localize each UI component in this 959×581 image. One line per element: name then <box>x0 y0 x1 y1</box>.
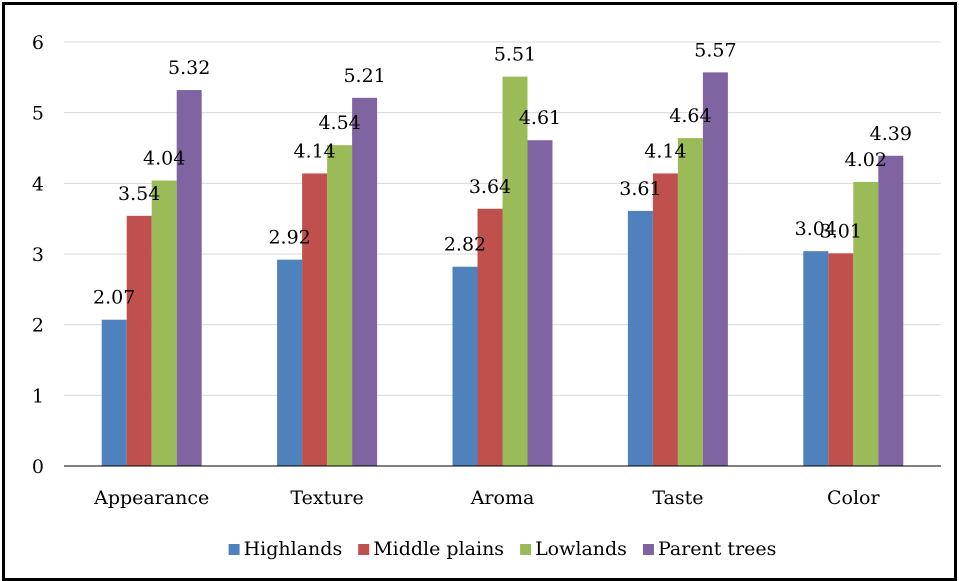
data-label: 3.61 <box>619 178 661 200</box>
data-label: 4.02 <box>845 149 887 171</box>
data-label: 3.64 <box>469 176 511 198</box>
data-label: 2.82 <box>444 234 486 256</box>
y-tick-label: 5 <box>32 103 44 125</box>
legend-swatch <box>520 544 532 555</box>
bar <box>101 319 127 466</box>
bar <box>677 138 703 466</box>
data-label: 3.54 <box>118 183 160 205</box>
y-tick-label: 2 <box>32 315 44 337</box>
data-label: 4.64 <box>669 105 711 127</box>
data-label: 4.39 <box>870 123 912 145</box>
bar <box>652 173 678 466</box>
data-label: 4.61 <box>519 107 561 129</box>
bar <box>828 253 854 466</box>
data-label: 5.57 <box>694 39 736 61</box>
bar <box>352 97 378 467</box>
bar <box>126 215 152 466</box>
y-tick-label: 4 <box>32 173 44 195</box>
legend-swatch <box>642 544 654 555</box>
legend-label: Lowlands <box>535 538 627 560</box>
legend-label: Highlands <box>244 538 343 560</box>
y-axis-ticks: 0 1 2 3 4 5 6 <box>32 32 44 478</box>
x-tick-label: Aroma <box>470 487 535 509</box>
bar <box>502 76 528 467</box>
x-tick-label: Taste <box>652 487 703 509</box>
bar <box>302 173 328 466</box>
bar <box>151 180 177 467</box>
data-label: 4.14 <box>644 140 686 162</box>
data-label: 5.21 <box>343 65 385 87</box>
y-tick-label: 3 <box>32 244 44 266</box>
legend-swatch <box>228 544 240 555</box>
bar <box>878 155 904 467</box>
legend-swatch <box>358 544 370 555</box>
x-tick-label: Color <box>827 487 880 509</box>
data-label: 3.01 <box>820 220 862 242</box>
y-tick-label: 6 <box>32 32 44 54</box>
data-label: 2.07 <box>93 287 135 309</box>
x-tick-label: Texture <box>290 487 363 509</box>
bar <box>702 72 728 467</box>
y-tick-label: 0 <box>32 456 44 478</box>
y-tick-label: 1 <box>32 385 44 407</box>
data-label: 4.04 <box>143 148 185 170</box>
bar <box>627 210 653 466</box>
legend: Highlands Middle plains Lowlands Parent tre… <box>228 538 776 560</box>
data-label: 5.51 <box>494 44 536 66</box>
data-label: 3.04 <box>795 218 837 240</box>
data-label: 4.14 <box>293 140 335 162</box>
legend-label: Parent trees <box>658 538 776 560</box>
data-label: 2.92 <box>268 227 310 249</box>
x-axis-ticks: Appearance Texture Aroma Taste Color <box>93 487 880 509</box>
bar <box>176 90 202 466</box>
bars <box>101 72 904 467</box>
data-label: 4.54 <box>318 112 360 134</box>
data-label: 5.32 <box>168 57 210 79</box>
bar <box>277 259 303 466</box>
bar <box>853 181 879 467</box>
bar <box>803 251 829 466</box>
bar <box>527 140 553 466</box>
bar <box>327 145 353 466</box>
bar <box>452 266 478 466</box>
x-tick-label: Appearance <box>93 487 209 509</box>
bar <box>477 208 503 467</box>
legend-label: Middle plains <box>373 538 504 560</box>
data-labels: 2.07 3.54 4.04 5.32 2.92 4.14 4.54 5.21 2.82 3.64… <box>93 39 912 308</box>
